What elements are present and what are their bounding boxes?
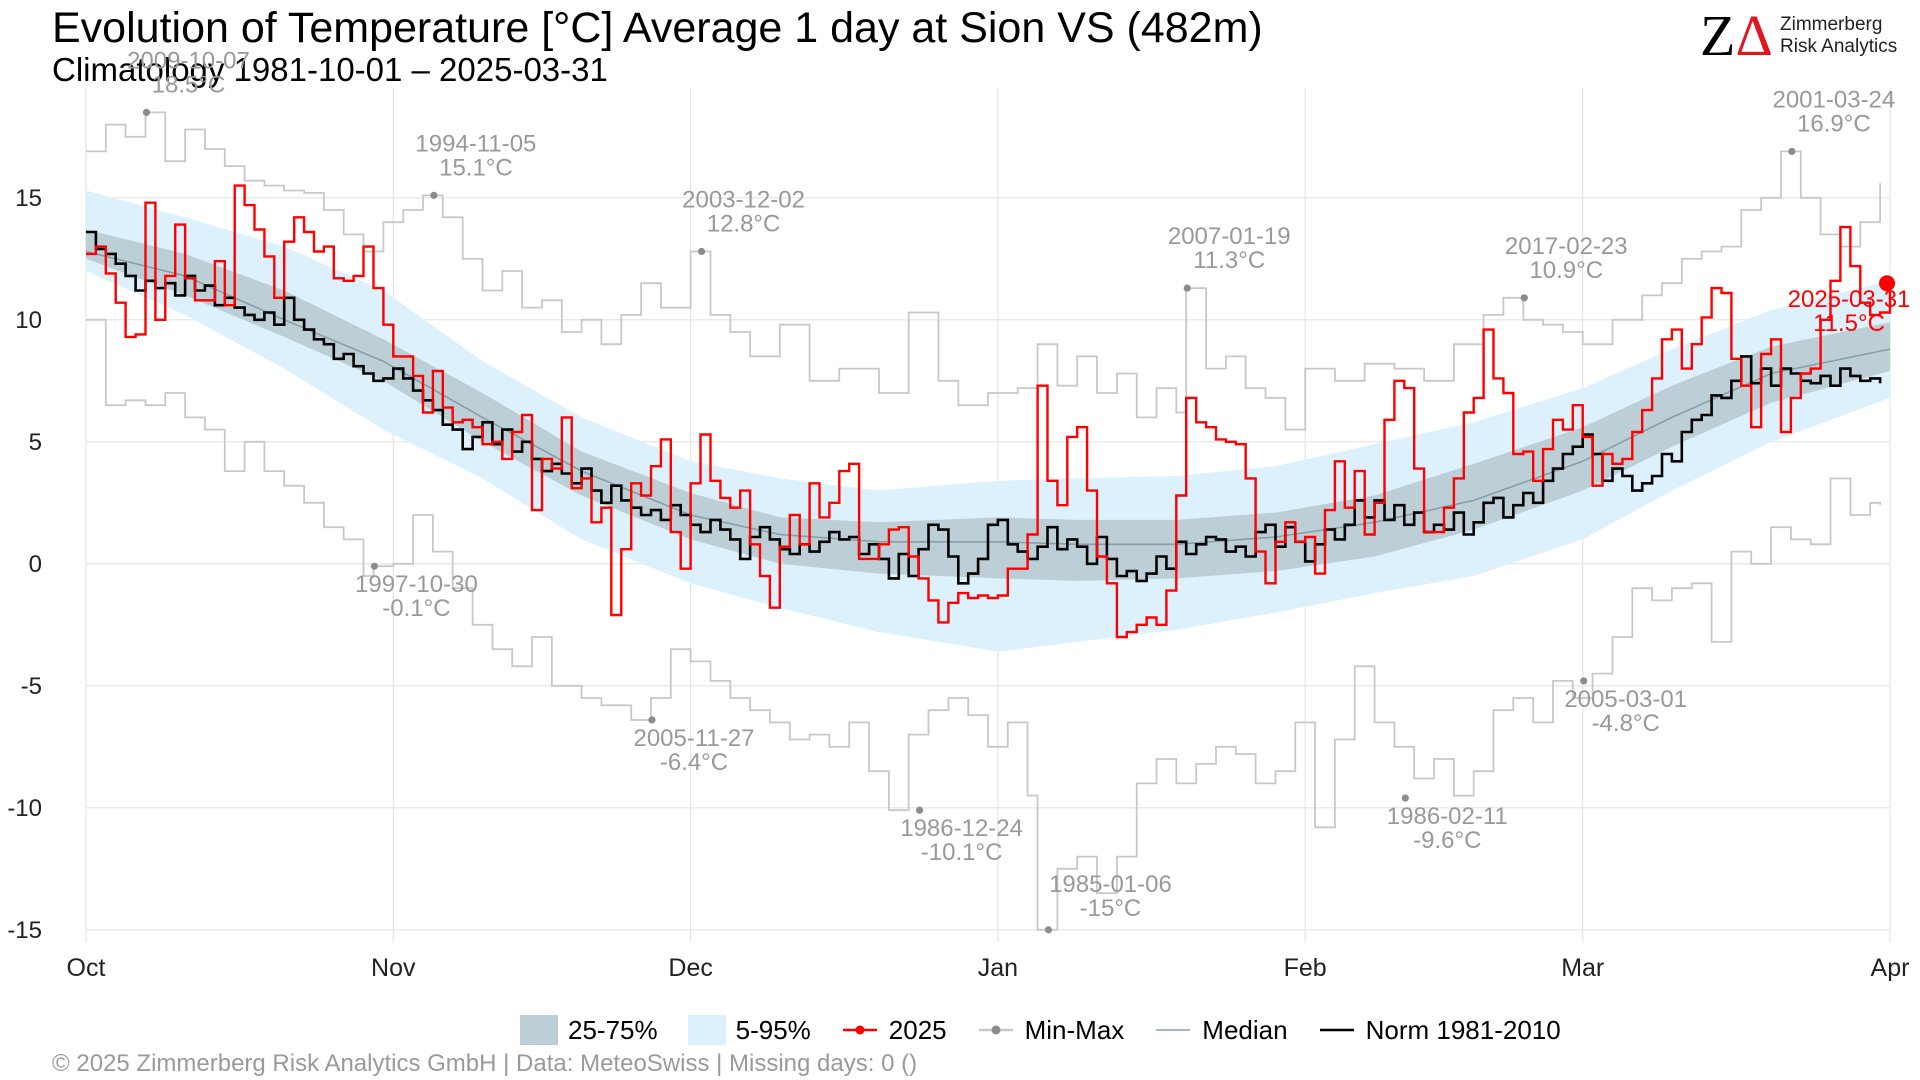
annotation-date: 2005-03-01 [1564, 686, 1687, 713]
copyright-footer: © 2025 Zimmerberg Risk Analytics GmbH | … [52, 1050, 918, 1077]
annotation-date: 2001-03-24 [1772, 86, 1895, 113]
logo-delta-icon: Δ [1735, 3, 1773, 68]
legend-swatch [841, 1015, 879, 1045]
annotation-date: 2017-02-23 [1505, 233, 1628, 260]
annotation-value: 15.1°C [439, 154, 513, 181]
legend-item-band-5-95: 5-95% [687, 1014, 811, 1046]
legend-item-median: Median [1154, 1014, 1288, 1046]
annotation-value: 10.9°C [1529, 257, 1603, 284]
annotation-date: 1986-12-24 [900, 815, 1023, 842]
x-tick-label: Apr [1871, 954, 1910, 982]
annotation-value: -4.8°C [1592, 710, 1660, 737]
y-tick-label: -5 [21, 673, 42, 700]
annotation-date: 2025-03-31 [1788, 286, 1911, 313]
logo-text: Zimmerberg Risk Analytics [1780, 14, 1897, 58]
chart-title: Evolution of Temperature [°C] Average 1 … [52, 4, 1263, 52]
extreme-point-marker [1044, 926, 1053, 934]
y-tick-label: 15 [15, 185, 42, 212]
extreme-point-marker [430, 191, 438, 199]
company-logo: ZΔ Zimmerberg Risk Analytics [1700, 6, 1900, 66]
x-tick-label: Oct [67, 954, 106, 982]
logo-mark: ZΔ [1700, 6, 1773, 66]
x-tick-label: Mar [1561, 954, 1604, 982]
x-tick-label: Nov [371, 954, 416, 982]
x-tick-label: Jan [978, 954, 1018, 982]
legend-swatch [977, 1015, 1015, 1045]
annotation-value: 12.8°C [707, 210, 781, 237]
logo-line-1: Zimmerberg [1780, 14, 1883, 35]
annotation-value: 11.3°C [1193, 247, 1265, 274]
y-tick-label: 0 [29, 551, 42, 578]
logo-z: Z [1700, 3, 1736, 68]
annotation-date: 2005-11-27 [633, 725, 754, 752]
legend-swatch [1318, 1015, 1356, 1045]
extreme-point-marker [370, 562, 379, 570]
current-endpoint-marker [1879, 275, 1896, 292]
legend-label: Median [1202, 1014, 1288, 1045]
legend-swatch [520, 1015, 558, 1045]
median-series-line [85, 250, 1891, 546]
annotation-date: 2003-12-02 [682, 186, 805, 213]
annotation-value: 11.5°C [1813, 310, 1885, 337]
annotation-date: 1986-02-11 [1387, 803, 1508, 830]
legend-label: 25-75% [568, 1014, 658, 1045]
y-tick-label: 5 [29, 429, 42, 456]
axes: -15 -10 -5 0 5 10 15 Oct Nov Dec Jan Feb Mar Apr [7, 185, 1909, 982]
legend-item-band-25-75: 25-75% [520, 1015, 658, 1046]
annotation-value: 16.9°C [1797, 110, 1871, 137]
legend-item-norm: Norm 1981-2010 [1318, 1015, 1561, 1046]
annotation-value: -0.1°C [382, 595, 450, 622]
extreme-point-marker [648, 716, 656, 724]
y-tick-label: -10 [7, 795, 42, 822]
annotation-date: 1994-11-05 [415, 130, 536, 157]
legend-label: Norm 1981-2010 [1365, 1014, 1561, 1045]
annotation-value: -9.6°C [1413, 827, 1481, 854]
annotation-value: -15°C [1080, 895, 1142, 922]
legend-swatch [1154, 1015, 1192, 1045]
legend-label: 5-95% [735, 1014, 811, 1045]
annotation-date: 1997-10-30 [355, 571, 478, 598]
y-tick-label: -15 [7, 917, 42, 944]
extreme-point-marker [1788, 147, 1796, 156]
legend-label: 2025 [888, 1014, 947, 1045]
annotation-value: -10.1°C [921, 839, 1003, 866]
legend-item-current: 2025 [841, 1015, 947, 1046]
x-tick-label: Feb [1284, 954, 1327, 982]
extreme-point-marker [142, 108, 151, 116]
legend-label: Min-Max [1024, 1014, 1125, 1045]
min-series-line [86, 318, 1881, 931]
band-25-75 [86, 229, 1890, 581]
extreme-point-marker [697, 247, 706, 256]
annotation-date: 1985-01-06 [1049, 871, 1172, 898]
max-series-line [86, 111, 1881, 431]
extreme-point-marker [1401, 794, 1409, 802]
legend-swatch [687, 1015, 726, 1045]
extreme-point-marker [1183, 284, 1191, 292]
annotation-date: 2007-01-19 [1168, 223, 1291, 250]
extreme-point-marker [1520, 294, 1528, 302]
chart-legend: 25-75% 5-95% 2025 Min-Max Median Norm 1981-20… [520, 1012, 1591, 1048]
chart-subtitle: Climatology 1981-10-01 – 2025-03-31 [52, 51, 608, 88]
y-tick-label: 10 [15, 307, 42, 334]
x-tick-label: Dec [668, 954, 712, 982]
extreme-point-marker [1580, 677, 1588, 685]
current-series-line [86, 184, 1892, 639]
norm-series-line [86, 230, 1882, 585]
logo-line-2: Risk Analytics [1780, 36, 1898, 57]
extreme-point-marker [916, 806, 924, 814]
annotation-value: 18.5°C [152, 71, 226, 98]
legend-item-minmax: Min-Max [977, 1014, 1125, 1046]
annotation-value: -6.4°C [660, 749, 728, 776]
annotation-date: 2009-10-07 [127, 47, 250, 74]
